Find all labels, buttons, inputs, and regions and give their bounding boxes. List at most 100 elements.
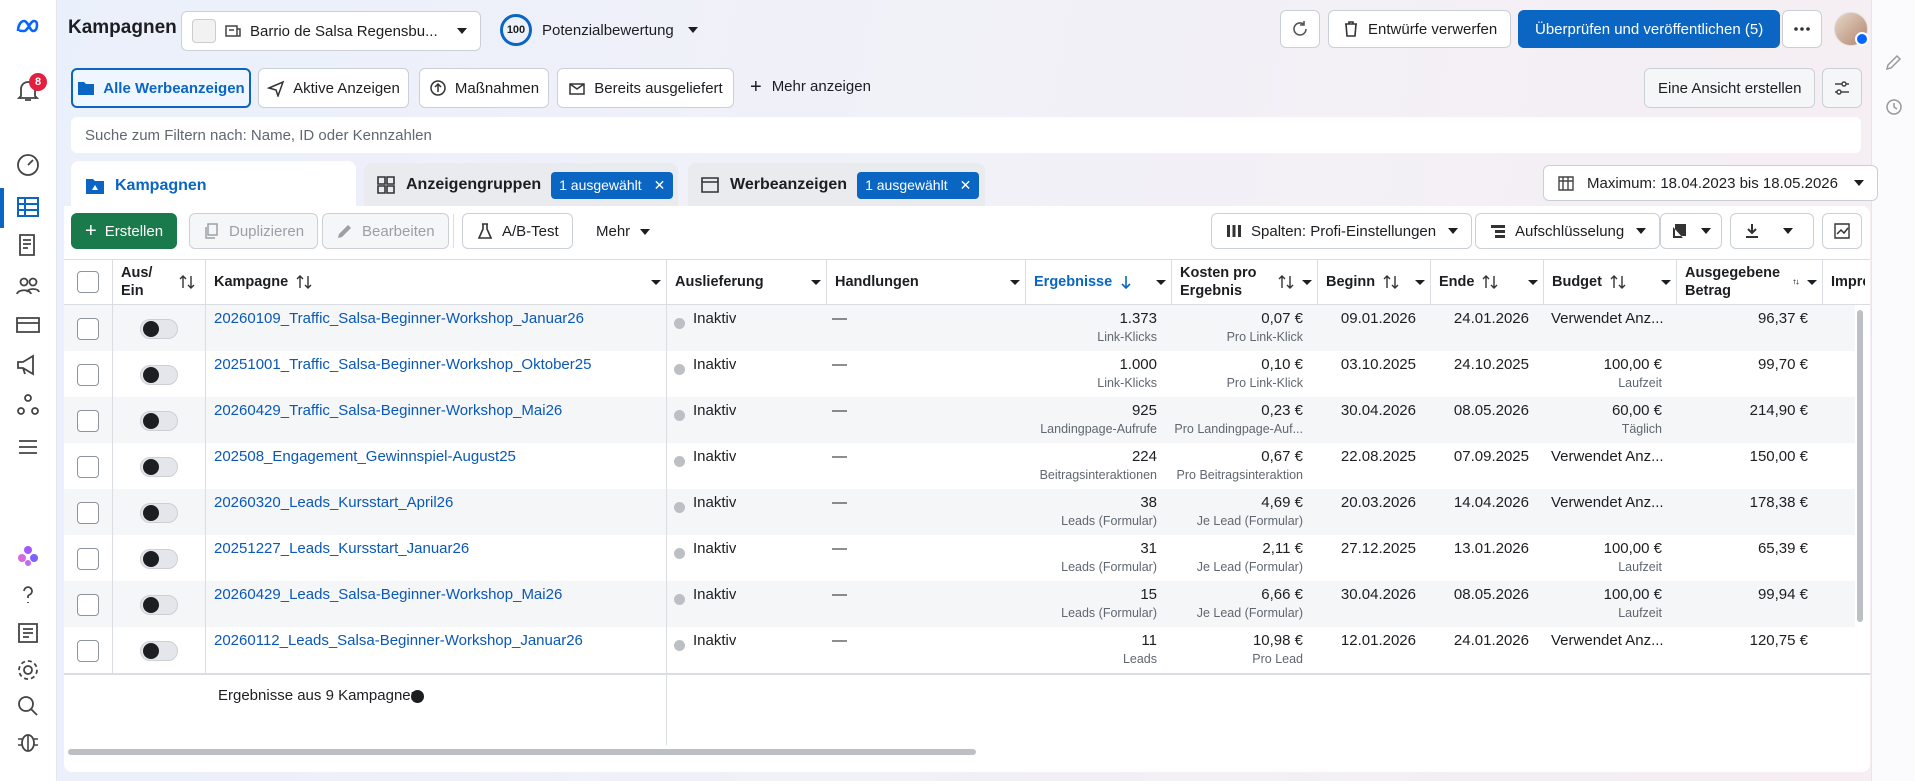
column-header[interactable]: Ausgegebene Betrag bbox=[1685, 259, 1817, 305]
campaigns-icon[interactable] bbox=[15, 194, 41, 220]
view-tab[interactable]: Alle Werbeanzeigen bbox=[71, 68, 251, 108]
adsets-tab[interactable]: Anzeigengruppen 1 ausgewählt ✕ bbox=[364, 163, 678, 207]
score-selector[interactable]: 100 Potenzialbewertung bbox=[500, 14, 698, 46]
news-icon[interactable] bbox=[15, 620, 41, 646]
row-checkbox[interactable] bbox=[77, 456, 99, 478]
column-header[interactable]: Beginn bbox=[1326, 259, 1425, 305]
info-icon bbox=[411, 690, 424, 703]
search-icon[interactable] bbox=[15, 693, 41, 719]
amount-spent: 96,37 € bbox=[1757, 310, 1808, 327]
vertical-scrollbar[interactable] bbox=[1857, 310, 1863, 622]
more-views[interactable]: + Mehr anzeigen bbox=[750, 77, 871, 97]
toggle[interactable] bbox=[140, 365, 178, 385]
view-settings-button[interactable] bbox=[1822, 68, 1862, 108]
toggle[interactable] bbox=[140, 457, 178, 477]
toggle[interactable] bbox=[140, 319, 178, 339]
create-button[interactable]: + Erstellen bbox=[71, 213, 178, 249]
history-icon[interactable] bbox=[1884, 97, 1904, 117]
horizontal-scrollbar[interactable] bbox=[68, 749, 976, 755]
campaign-name[interactable]: 202508_Engagement_Gewinnspiel-August25 bbox=[214, 448, 516, 465]
row-checkbox[interactable] bbox=[77, 502, 99, 524]
campaign-name[interactable]: 20260109_Traffic_Salsa-Beginner-Workshop… bbox=[214, 310, 584, 327]
billing-icon[interactable] bbox=[15, 312, 41, 338]
charts-button[interactable] bbox=[1822, 213, 1862, 249]
column-menu-caret[interactable] bbox=[1010, 279, 1020, 285]
export-button[interactable] bbox=[1730, 213, 1814, 249]
dashboard-icon[interactable] bbox=[15, 152, 41, 178]
toggle[interactable] bbox=[140, 503, 178, 523]
refresh-button[interactable] bbox=[1280, 10, 1320, 48]
events-icon[interactable] bbox=[15, 392, 41, 418]
column-header[interactable]: Ergebnisse bbox=[1034, 259, 1166, 305]
edit-button[interactable]: Bearbeiten bbox=[322, 213, 449, 249]
settings-icon[interactable] bbox=[15, 657, 41, 683]
table-bottom-line bbox=[64, 673, 1870, 675]
ads-tab[interactable]: Werbeanzeigen 1 ausgewählt ✕ bbox=[688, 163, 985, 207]
ab-test-button[interactable]: A/B-Test bbox=[462, 213, 573, 249]
column-header[interactable]: Auslieferung bbox=[675, 259, 821, 305]
toggle[interactable] bbox=[140, 411, 178, 431]
date-range-button[interactable]: Maximum: 18.04.2023 bis 18.05.2026 bbox=[1543, 165, 1878, 201]
discard-button[interactable]: Entwürfe verwerfen bbox=[1328, 10, 1512, 48]
campaign-name[interactable]: 20251001_Traffic_Salsa-Beginner-Workshop… bbox=[214, 356, 592, 373]
audiences-icon[interactable] bbox=[15, 273, 41, 299]
breakdown-button[interactable]: Aufschlüsselung bbox=[1475, 213, 1661, 249]
publish-button[interactable]: Überprüfen und veröffentlichen (5) bbox=[1518, 10, 1781, 48]
campaign-name[interactable]: 20260112_Leads_Salsa-Beginner-Workshop_J… bbox=[214, 632, 583, 649]
column-menu-caret[interactable] bbox=[811, 279, 821, 285]
columns-button[interactable]: Spalten: Profi-Einstellungen bbox=[1211, 213, 1473, 249]
results-type: Link-Klicks bbox=[1097, 376, 1157, 390]
column-header[interactable]: Ende bbox=[1439, 259, 1538, 305]
search-box[interactable]: Suche zum Filtern nach: Name, ID oder Ke… bbox=[71, 117, 1861, 153]
toggle[interactable] bbox=[140, 549, 178, 569]
create-view-label: Eine Ansicht erstellen bbox=[1658, 79, 1802, 97]
column-header[interactable]: Kampagne bbox=[214, 259, 661, 305]
column-header[interactable]: Aus/ Ein bbox=[121, 259, 200, 305]
ads-selected-chip[interactable]: 1 ausgewählt ✕ bbox=[857, 171, 980, 199]
campaign-name[interactable]: 20251227_Leads_Kursstart_Januar26 bbox=[214, 540, 470, 557]
column-menu-caret[interactable] bbox=[1415, 279, 1425, 285]
campaign-name[interactable]: 20260429_Traffic_Salsa-Beginner-Workshop… bbox=[214, 402, 563, 419]
campaigns-tab[interactable]: Kampagnen bbox=[71, 161, 356, 211]
column-menu-caret[interactable] bbox=[1156, 279, 1166, 285]
toggle[interactable] bbox=[140, 641, 178, 661]
reports-button[interactable] bbox=[1660, 213, 1722, 249]
row-checkbox[interactable] bbox=[77, 548, 99, 570]
assistant-icon[interactable] bbox=[15, 543, 41, 569]
column-header[interactable]: Handlungen bbox=[835, 259, 1020, 305]
help-icon[interactable] bbox=[15, 582, 41, 608]
row-checkbox[interactable] bbox=[77, 364, 99, 386]
create-view-button[interactable]: Eine Ansicht erstellen bbox=[1644, 68, 1816, 108]
menu-icon[interactable] bbox=[15, 434, 41, 460]
column-header[interactable]: Budget bbox=[1552, 259, 1671, 305]
duplicate-button[interactable]: Duplizieren bbox=[189, 213, 319, 249]
delivery-status: Inaktiv bbox=[693, 586, 737, 603]
debug-icon[interactable] bbox=[15, 729, 41, 755]
edit-icon[interactable] bbox=[1884, 52, 1904, 72]
row-checkbox[interactable] bbox=[77, 410, 99, 432]
column-header[interactable]: Impre bbox=[1831, 259, 1865, 305]
row-checkbox[interactable] bbox=[77, 594, 99, 616]
column-menu-caret[interactable] bbox=[1528, 279, 1538, 285]
column-menu-caret[interactable] bbox=[1302, 279, 1312, 285]
adsets-selected-chip[interactable]: 1 ausgewählt ✕ bbox=[551, 171, 674, 199]
more-button[interactable] bbox=[1782, 10, 1822, 48]
row-checkbox[interactable] bbox=[77, 640, 99, 662]
column-menu-caret[interactable] bbox=[1661, 279, 1671, 285]
account-selector[interactable]: Barrio de Salsa Regensbu... bbox=[181, 11, 481, 51]
more-actions[interactable]: Mehr bbox=[596, 223, 651, 240]
campaign-name[interactable]: 20260429_Leads_Salsa-Beginner-Workshop_M… bbox=[214, 586, 563, 603]
ads-icon[interactable] bbox=[15, 352, 41, 378]
column-header[interactable]: Kosten pro Ergebnis bbox=[1180, 259, 1312, 305]
row-checkbox[interactable] bbox=[77, 318, 99, 340]
pages-icon[interactable] bbox=[15, 232, 41, 258]
campaign-name[interactable]: 20260320_Leads_Kursstart_April26 bbox=[214, 494, 454, 511]
column-menu-caret[interactable] bbox=[1807, 279, 1817, 285]
toggle[interactable] bbox=[140, 595, 178, 615]
select-all-checkbox[interactable] bbox=[77, 271, 99, 293]
column-menu-caret[interactable] bbox=[651, 279, 661, 285]
view-tab[interactable]: Aktive Anzeigen bbox=[258, 68, 409, 108]
more-actions-label: Mehr bbox=[596, 223, 631, 240]
view-tab[interactable]: Maßnahmen bbox=[419, 68, 549, 108]
view-tab[interactable]: Bereits ausgeliefert bbox=[557, 68, 734, 108]
